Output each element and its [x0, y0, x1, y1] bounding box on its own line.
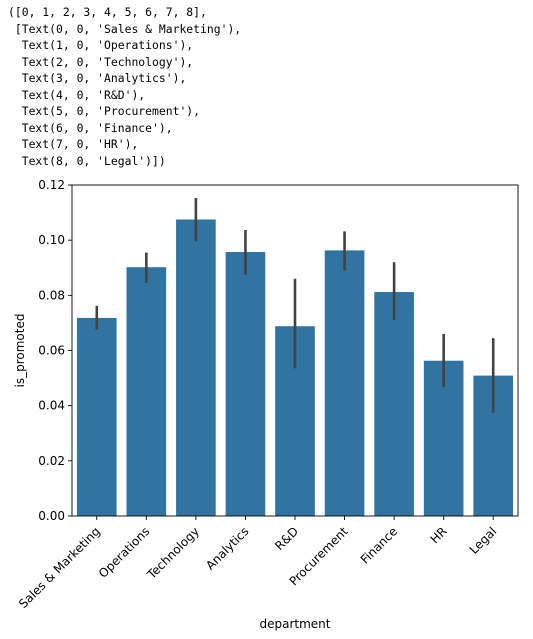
- y-tick-label: 0.02: [38, 454, 65, 468]
- y-axis-label: is_promoted: [13, 314, 27, 388]
- x-tick-label: R&D: [272, 524, 301, 553]
- y-tick-label: 0.00: [38, 509, 65, 523]
- bar: [225, 252, 266, 516]
- errorbars-layer: [95, 197, 495, 413]
- bar: [76, 317, 117, 516]
- x-tick-label: Finance: [358, 524, 400, 566]
- y-tick-label: 0.10: [38, 233, 65, 247]
- x-tick-label: Technology: [144, 524, 202, 582]
- y-tick-label: 0.12: [38, 178, 65, 192]
- x-tick-label: HR: [428, 524, 450, 546]
- bar: [324, 250, 365, 516]
- x-axis-label: department: [260, 617, 331, 631]
- bar: [126, 267, 167, 516]
- bar: [374, 292, 414, 516]
- y-tick-label: 0.06: [38, 344, 65, 358]
- y-tick-label: 0.08: [38, 288, 65, 302]
- console-output: ([0, 1, 2, 3, 4, 5, 6, 7, 8], [Text(0, 0…: [8, 5, 242, 168]
- x-tick-label: Sales & Marketing: [16, 524, 103, 611]
- x-tick-label: Analytics: [203, 524, 251, 572]
- y-tick-label: 0.04: [38, 399, 65, 413]
- bar: [176, 219, 216, 516]
- x-tick-label: Legal: [467, 524, 500, 557]
- y-ticks: 0.00 0.02 0.04 0.06 0.08 0.10 0.12: [38, 178, 72, 523]
